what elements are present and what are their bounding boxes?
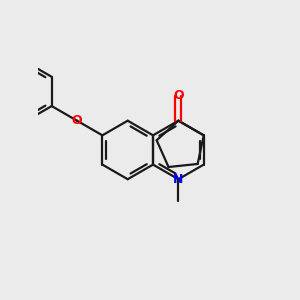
Text: O: O xyxy=(173,89,184,102)
Text: N: N xyxy=(173,173,184,186)
Text: O: O xyxy=(72,114,82,127)
